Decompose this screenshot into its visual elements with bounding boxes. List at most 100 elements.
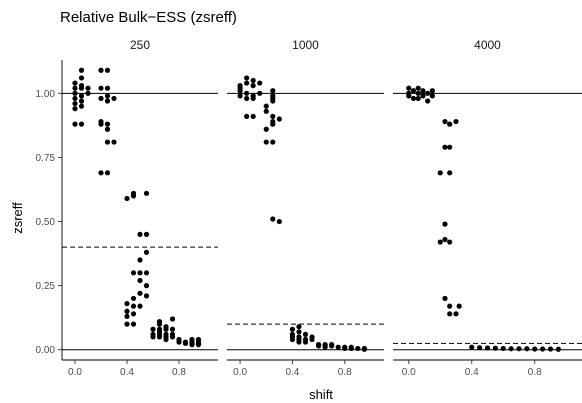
data-point: [130, 303, 137, 309]
data-point: [124, 321, 130, 327]
data-point: [176, 339, 182, 345]
data-point: [124, 313, 130, 320]
data-point: [130, 321, 137, 327]
data-point: [270, 216, 276, 222]
data-point: [104, 98, 111, 104]
data-point: [78, 121, 85, 127]
data-point: [289, 326, 296, 332]
data-point: [447, 170, 453, 176]
data-point: [437, 239, 443, 245]
data-point: [477, 345, 483, 351]
data-point: [143, 231, 150, 237]
data-point: [250, 77, 256, 84]
data-point: [143, 283, 150, 289]
data-point: [442, 144, 448, 150]
data-point: [335, 344, 341, 350]
data-point: [104, 126, 111, 132]
data-point: [442, 221, 448, 227]
data-point: [244, 80, 250, 86]
data-point: [143, 190, 150, 196]
data-point: [189, 342, 195, 348]
data-point: [361, 346, 367, 352]
data-point: [309, 336, 315, 343]
data-point: [276, 116, 282, 122]
data-point: [169, 316, 176, 322]
data-point: [410, 88, 417, 94]
data-point: [442, 236, 448, 243]
data-point: [263, 103, 269, 109]
data-point: [500, 345, 506, 352]
data-point: [257, 80, 263, 86]
data-point: [322, 344, 328, 350]
data-point: [78, 93, 85, 99]
data-point: [406, 93, 412, 99]
data-point: [150, 334, 156, 340]
facet-panels: 250 0.0 0.4 0.8 1000 0.0 0.4 0.8 4000 0.0 0.4 0.8: [62, 38, 582, 378]
facet-label: 4000: [474, 38, 501, 52]
data-point: [72, 90, 78, 96]
data-point: [98, 85, 104, 91]
data-point: [492, 345, 498, 351]
data-point: [524, 346, 530, 352]
data-point: [150, 326, 156, 332]
y-tick-label: 0.75: [36, 153, 56, 164]
x-tick-label: 0.8: [528, 367, 542, 378]
data-point: [410, 95, 417, 102]
data-point: [237, 88, 243, 94]
data-point: [104, 170, 111, 176]
data-point: [78, 103, 85, 109]
data-point: [415, 95, 421, 102]
data-point: [425, 90, 431, 96]
data-point: [447, 311, 453, 317]
data-point: [111, 139, 117, 145]
data-point: [442, 118, 448, 125]
data-point: [156, 321, 163, 327]
data-point: [540, 346, 546, 352]
data-point: [72, 95, 78, 102]
data-point: [130, 193, 137, 199]
data-point: [508, 346, 514, 352]
data-point: [302, 331, 309, 337]
data-point: [85, 85, 91, 91]
data-point: [453, 311, 459, 317]
data-point: [250, 113, 256, 120]
data-point: [270, 121, 276, 127]
data-point: [111, 95, 117, 102]
data-point: [104, 67, 111, 73]
data-point: [78, 75, 85, 81]
data-point: [276, 218, 282, 225]
data-point: [156, 334, 163, 340]
data-point: [72, 100, 78, 107]
data-point: [137, 290, 143, 296]
data-point: [547, 346, 554, 352]
data-point: [143, 270, 150, 276]
data-point: [130, 295, 137, 302]
data-point: [98, 121, 104, 127]
data-point: [415, 85, 421, 91]
data-point: [98, 170, 104, 176]
data-point: [270, 88, 276, 94]
data-point: [137, 303, 143, 309]
data-point: [72, 106, 78, 112]
data-point: [456, 303, 462, 309]
data-point: [348, 345, 354, 352]
data-point: [244, 90, 250, 96]
data-point: [329, 343, 335, 349]
data-point: [78, 98, 85, 104]
data-point: [296, 329, 302, 335]
x-tick-label: 0.0: [402, 367, 416, 378]
data-point: [104, 139, 111, 145]
data-point: [244, 113, 250, 120]
data-point: [420, 88, 426, 94]
data-point: [104, 121, 111, 127]
data-point: [85, 90, 91, 96]
data-point: [270, 139, 276, 145]
data-point: [78, 83, 85, 89]
data-point: [124, 308, 130, 314]
data-point: [437, 170, 443, 176]
data-point: [296, 324, 302, 330]
facet-label: 1000: [292, 38, 319, 52]
data-point: [289, 336, 296, 343]
data-point: [429, 88, 435, 94]
x-axis-title: shift: [309, 387, 333, 402]
